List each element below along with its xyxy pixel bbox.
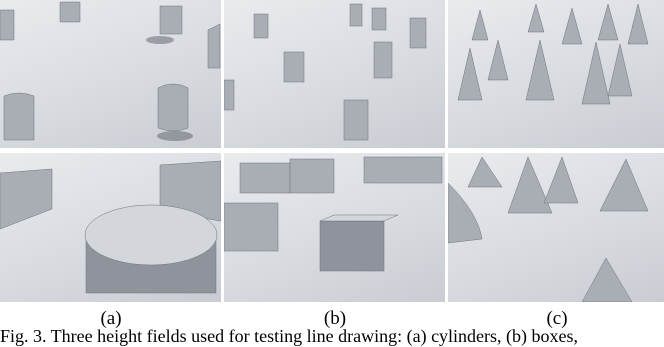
cone bbox=[600, 159, 648, 211]
cylinder bbox=[4, 93, 34, 140]
cone bbox=[608, 44, 632, 96]
box bbox=[240, 163, 290, 193]
box bbox=[374, 42, 392, 78]
cylinder bbox=[0, 169, 52, 229]
shadow bbox=[157, 131, 193, 141]
box bbox=[254, 14, 268, 38]
cone bbox=[472, 10, 488, 40]
cone bbox=[508, 157, 552, 213]
cylinder bbox=[0, 10, 14, 40]
cone bbox=[458, 48, 482, 100]
cones-far bbox=[448, 0, 664, 148]
box bbox=[284, 52, 304, 82]
box bbox=[372, 8, 386, 30]
cone bbox=[488, 40, 508, 80]
page: (a) (b) (c) Fig. 3. Three height fields … bbox=[0, 0, 664, 337]
shadow bbox=[146, 36, 174, 44]
cone bbox=[528, 4, 544, 32]
boxes-far bbox=[224, 0, 445, 148]
cylinder bbox=[158, 84, 188, 131]
cone bbox=[544, 157, 578, 203]
cone bbox=[562, 8, 582, 44]
cylinder-top bbox=[85, 205, 217, 265]
box bbox=[410, 18, 426, 48]
cone bbox=[526, 40, 554, 100]
cones-near bbox=[448, 153, 664, 302]
box-top bbox=[320, 215, 398, 221]
cylinders-far bbox=[0, 0, 221, 148]
cylinder bbox=[60, 2, 80, 22]
box bbox=[350, 4, 362, 26]
box bbox=[364, 157, 442, 183]
cone bbox=[468, 157, 502, 187]
cone bbox=[448, 183, 482, 243]
cone bbox=[582, 42, 610, 104]
cylinders-near bbox=[0, 153, 221, 302]
cone bbox=[628, 4, 648, 44]
cylinder bbox=[208, 24, 220, 68]
cone bbox=[598, 4, 618, 40]
box bbox=[224, 203, 278, 251]
box bbox=[320, 221, 384, 271]
cylinder bbox=[160, 6, 182, 34]
box bbox=[290, 159, 334, 193]
box bbox=[344, 100, 368, 140]
box bbox=[224, 80, 234, 110]
boxes-near bbox=[224, 153, 445, 302]
cone bbox=[582, 258, 632, 302]
